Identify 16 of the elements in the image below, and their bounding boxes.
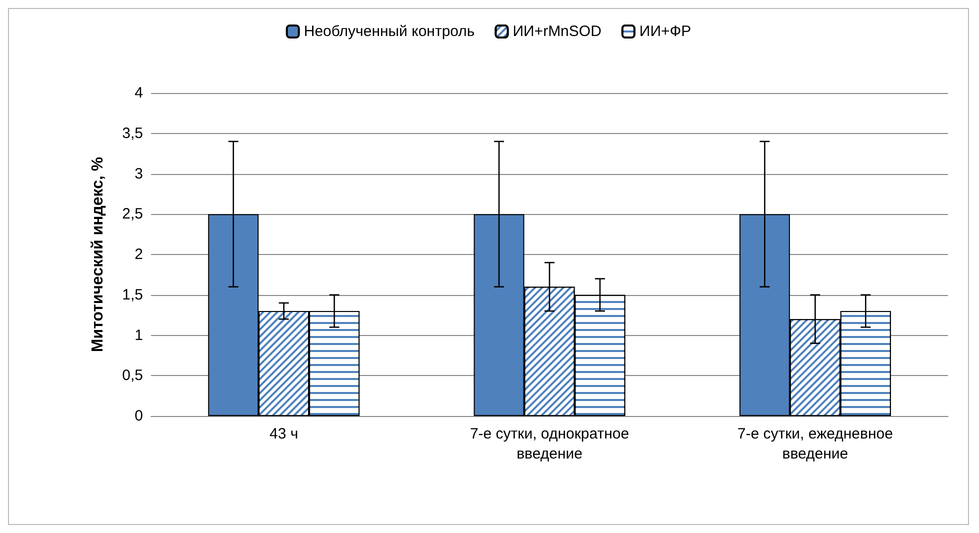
y-tick-label: 1,5 (122, 286, 143, 304)
y-tick-label: 4 (134, 84, 143, 102)
legend-label: ИИ+ФР (639, 23, 692, 40)
y-tick-label: 2,5 (122, 206, 143, 223)
y-tick-label: 0,5 (122, 367, 143, 384)
legend-label: ИИ+rMnSOD (512, 23, 602, 40)
y-tick-label: 3,5 (122, 124, 143, 142)
y-tick-label: 0 (134, 408, 143, 424)
x-tick-label: 43 ч (269, 426, 298, 442)
x-tick-label: 7-е сутки, ежедневное введение (737, 426, 893, 462)
y-axis-title: Митотический индекс, % (90, 156, 106, 352)
x-tick-label: 7-е сутки, однократное введение (470, 426, 630, 462)
y-tick-label: 2 (134, 246, 143, 263)
y-tick-label: 1 (134, 326, 143, 344)
y-tick-label: 3 (134, 165, 143, 182)
legend-label: Необлученный контроль (304, 23, 475, 40)
